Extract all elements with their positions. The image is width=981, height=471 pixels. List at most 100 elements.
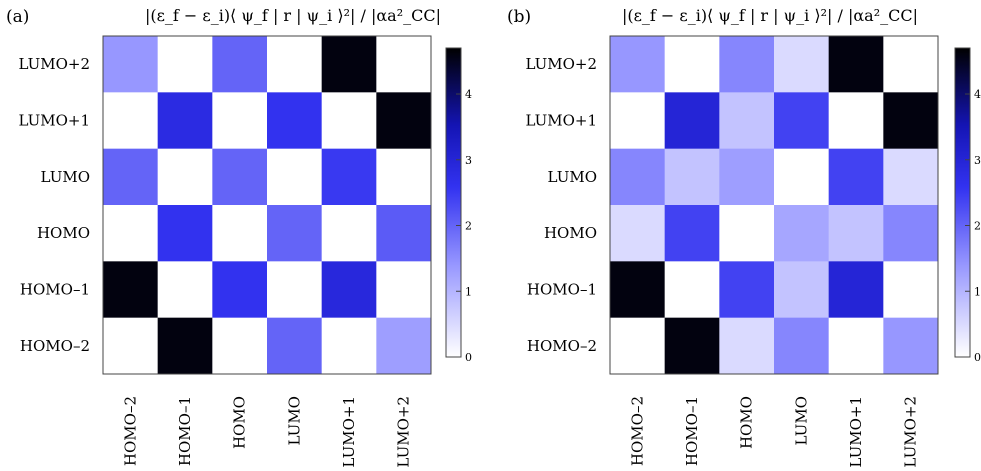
heatmap-a: (a) |(ε_f − ε_i)⟨ ψ_f | r | ψ_i ⟩²| / |α… [6, 6, 472, 468]
cell-0-r2-c4 [321, 148, 377, 206]
col-label-1-2: HOMO [738, 396, 756, 449]
cell-0-r5-c1 [157, 317, 213, 375]
row-label-0-5: HOMO–2 [20, 337, 90, 355]
cell-1-r1-c4 [828, 92, 884, 150]
row-label-1-3: HOMO [544, 224, 597, 242]
cell-0-r3-c3 [267, 205, 323, 262]
cell-1-r4-c2 [719, 261, 775, 319]
cell-1-r5-c1 [664, 317, 720, 375]
cell-1-r3-c3 [774, 205, 830, 262]
col-label-1-5: LUMO+2 [902, 396, 920, 467]
row-label-0-1: LUMO+1 [18, 112, 90, 130]
row-label-0-3: HOMO [37, 224, 90, 242]
cell-0-r2-c3 [267, 148, 323, 206]
cell-1-r5-c4 [828, 317, 884, 375]
cell-1-r2-c0 [610, 148, 666, 206]
colorbar-tick-label-0-1: 1 [465, 285, 472, 298]
cell-0-r1-c5 [376, 92, 432, 150]
cell-1-r0-c0 [610, 36, 666, 93]
cell-0-r4-c4 [321, 261, 377, 319]
cell-1-r1-c2 [719, 92, 775, 150]
col-label-0-0: HOMO–2 [121, 396, 139, 466]
row-label-1-5: HOMO–2 [527, 337, 597, 355]
chart-title-a: |(ε_f − ε_i)⟨ ψ_f | r | ψ_i ⟩²| / |αa²_C… [145, 6, 441, 25]
cell-0-r1-c1 [157, 92, 213, 150]
cell-0-r4-c2 [212, 261, 268, 319]
cell-0-r3-c1 [157, 205, 213, 262]
cell-0-r5-c5 [376, 317, 432, 375]
col-label-1-0: HOMO–2 [628, 396, 646, 466]
cell-1-r0-c5 [883, 36, 939, 93]
row-label-0-2: LUMO [41, 168, 90, 186]
row-label-1-0: LUMO+2 [525, 55, 597, 73]
cell-1-r3-c5 [883, 205, 939, 262]
cell-0-r4-c0 [103, 261, 159, 319]
heatmap-b: (b) |(ε_f − ε_i)⟨ ψ_f | r | ψ_i ⟩²| / |α… [507, 6, 981, 468]
cell-0-r0-c2 [212, 36, 268, 93]
cell-1-r2-c5 [883, 148, 939, 206]
row-label-1-2: LUMO [548, 168, 597, 186]
cell-0-r3-c2 [212, 205, 268, 262]
cell-0-r1-c0 [103, 92, 159, 150]
cell-1-r2-c4 [828, 148, 884, 206]
cell-1-r1-c5 [883, 92, 939, 150]
cell-0-r3-c0 [103, 205, 159, 262]
chart-title-b: |(ε_f − ε_i)⟨ ψ_f | r | ψ_i ⟩²| / |αa²_C… [622, 6, 918, 25]
cell-0-r3-c5 [376, 205, 432, 262]
col-label-0-4: LUMO+1 [340, 396, 358, 467]
cell-0-r5-c4 [321, 317, 377, 375]
col-label-0-3: LUMO [285, 396, 303, 445]
col-label-0-2: HOMO [231, 396, 249, 449]
row-label-0-4: HOMO–1 [20, 281, 90, 299]
cell-1-r2-c3 [774, 148, 830, 206]
cell-1-r2-c1 [664, 148, 720, 206]
panel-label-a: (a) [6, 7, 29, 27]
cell-1-r5-c0 [610, 317, 666, 375]
heatmap-panel-b: (b) |(ε_f − ε_i)⟨ ψ_f | r | ψ_i ⟩²| / |α… [490, 0, 981, 468]
cell-0-r1-c2 [212, 92, 268, 150]
cell-1-r3-c2 [719, 205, 775, 262]
col-label-1-1: HOMO–1 [683, 396, 701, 466]
col-label-1-3: LUMO [792, 396, 810, 445]
row-label-1-1: LUMO+1 [525, 112, 597, 130]
cell-0-r2-c2 [212, 148, 268, 206]
cell-1-r0-c3 [774, 36, 830, 93]
cell-1-r5-c3 [774, 317, 830, 375]
cell-1-r5-c5 [883, 317, 939, 375]
cell-0-r4-c1 [157, 261, 213, 319]
plot-frame-0 [102, 35, 432, 375]
colorbar-tick-label-1-4: 4 [974, 88, 981, 101]
colorbar-tick-label-0-4: 4 [465, 88, 472, 101]
cell-1-r4-c1 [664, 261, 720, 319]
colorbar-tick-label-1-3: 3 [974, 154, 981, 167]
cell-0-r0-c4 [321, 36, 377, 93]
cell-1-r4-c3 [774, 261, 830, 319]
cell-1-r1-c3 [774, 92, 830, 150]
cell-0-r2-c1 [157, 148, 213, 206]
colorbar-tick-label-1-1: 1 [974, 285, 981, 298]
cell-1-r1-c1 [664, 92, 720, 150]
colorbar-tick-label-0-0: 0 [465, 351, 472, 364]
colorbar-1 [954, 47, 971, 358]
col-label-0-1: HOMO–1 [176, 396, 194, 466]
cell-0-r2-c0 [103, 148, 159, 206]
col-label-1-4: LUMO+1 [847, 396, 865, 467]
colorbar-tick-label-1-2: 2 [974, 220, 981, 233]
colorbar-tick-label-0-3: 3 [465, 154, 472, 167]
cell-1-r0-c2 [719, 36, 775, 93]
cell-0-r0-c5 [376, 36, 432, 93]
cell-1-r3-c0 [610, 205, 666, 262]
cell-0-r4-c3 [267, 261, 323, 319]
cell-1-r3-c1 [664, 205, 720, 262]
cell-1-r5-c2 [719, 317, 775, 375]
cell-1-r3-c4 [828, 205, 884, 262]
cell-1-r4-c5 [883, 261, 939, 319]
cell-0-r1-c3 [267, 92, 323, 150]
panel-label-b: (b) [507, 7, 531, 27]
cell-0-r5-c2 [212, 317, 268, 375]
cell-0-r0-c3 [267, 36, 323, 93]
cell-1-r1-c0 [610, 92, 666, 150]
colorbar-tick-label-1-0: 0 [974, 351, 981, 364]
row-label-0-0: LUMO+2 [18, 55, 90, 73]
row-label-1-4: HOMO–1 [527, 281, 597, 299]
